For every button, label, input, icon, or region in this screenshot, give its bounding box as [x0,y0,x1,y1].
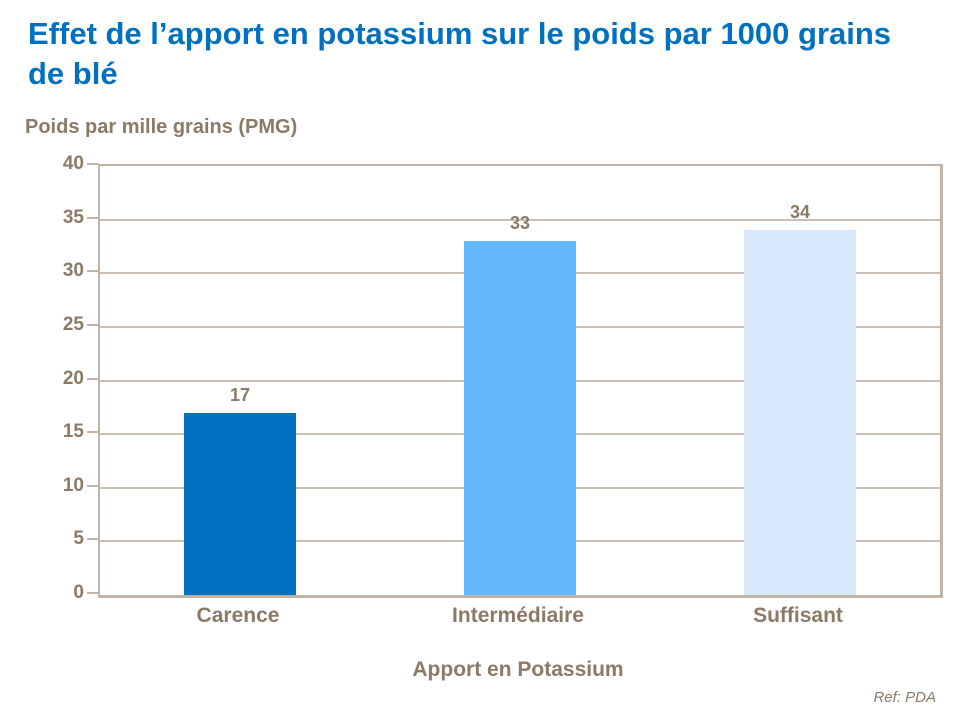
y-tick-label-0: 0 [73,582,84,603]
y-tick-label-35: 35 [62,206,84,228]
y-tick-mark-25 [87,323,98,326]
y-tick-label-20: 20 [62,367,84,389]
chart-title-line-2: de blé [28,56,118,91]
chart-title-line-1: Effet de l’apport en potassium sur le po… [28,16,892,51]
x-category-label-0: Carence [196,604,280,627]
y-tick-mark-35 [87,216,98,219]
y-axis-title: Poids par mille grains (PMG) [25,116,298,138]
y-tick-mark-40 [87,163,98,165]
bar-value-label-0: 17 [229,384,251,405]
reference-note: Ref: PDA [873,689,936,706]
y-tick-mark-30 [87,270,98,273]
x-axis-category-labels: Carence Intermédiaire Suffisant [98,604,938,634]
y-tick-label-5: 5 [73,528,84,550]
x-category-label-1: Intermédiaire [452,604,584,627]
x-axis-title: Apport en Potassium [412,658,624,681]
y-axis-tick-labels: 0 5 10 15 20 25 30 35 40 [20,153,84,603]
bar-2-suffisant [744,230,856,595]
y-tick-mark-15 [87,431,98,434]
bar-1-intermédiaire [464,241,576,595]
y-tick-mark-10 [87,484,98,487]
bar-0-carence [184,412,296,595]
y-tick-mark-0 [87,592,98,594]
y-tick-label-25: 25 [62,313,84,335]
y-axis-tick-marks [87,163,98,594]
y-tick-label-30: 30 [62,260,84,282]
y-tick-label-15: 15 [62,421,84,443]
bar-value-label-1: 33 [509,213,531,234]
plot-area: 17 33 34 [98,164,943,598]
y-tick-mark-20 [87,377,98,380]
gridline-35 [100,218,940,221]
x-category-label-2: Suffisant [753,604,843,627]
y-tick-mark-5 [87,538,98,541]
y-tick-label-40: 40 [62,153,84,174]
bar-value-label-2: 34 [789,202,811,223]
chart-title: Effet de l’apport en potassium sur le po… [28,14,933,94]
y-tick-label-10: 10 [62,474,84,496]
